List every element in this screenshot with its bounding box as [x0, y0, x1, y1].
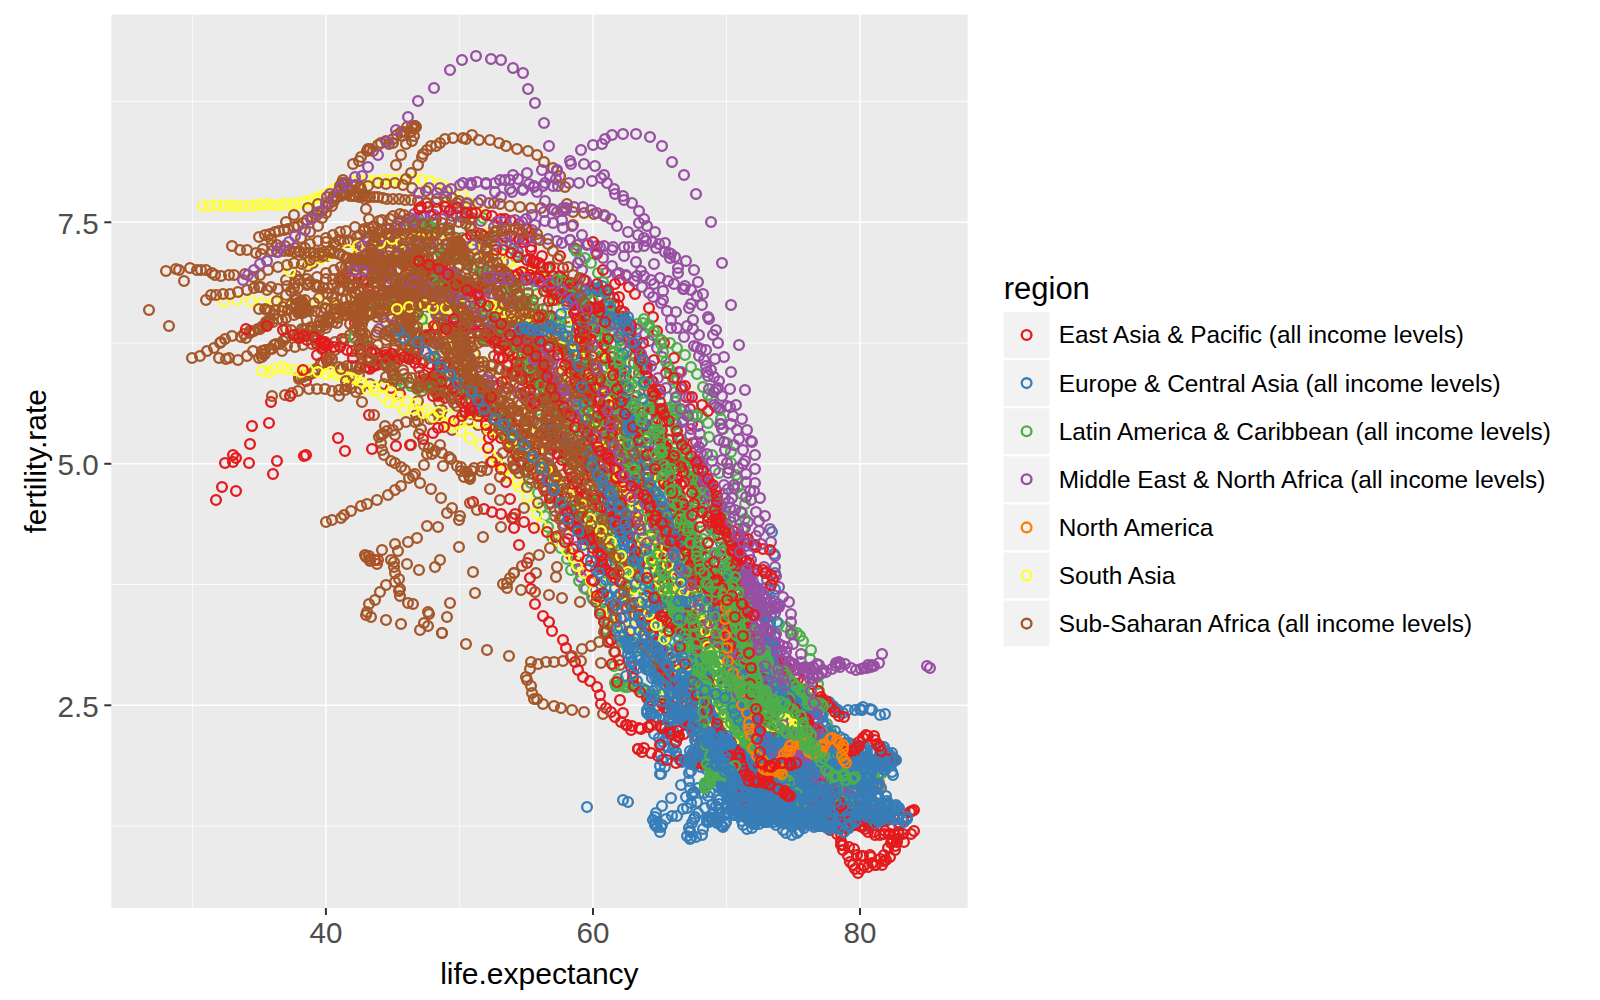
svg-text:2.5: 2.5 — [57, 690, 98, 723]
svg-text:South Asia: South Asia — [1059, 562, 1176, 589]
svg-text:Sub-Saharan Africa (all income: Sub-Saharan Africa (all income levels) — [1059, 610, 1472, 637]
svg-text:region: region — [1004, 271, 1090, 306]
svg-text:fertility.rate: fertility.rate — [19, 389, 52, 533]
svg-text:Latin America & Caribbean (all: Latin America & Caribbean (all income le… — [1059, 418, 1551, 445]
svg-text:East Asia & Pacific (all incom: East Asia & Pacific (all income levels) — [1059, 321, 1464, 348]
svg-text:60: 60 — [577, 916, 610, 949]
svg-text:life.expectancy: life.expectancy — [440, 957, 638, 990]
svg-text:Europe & Central Asia (all inc: Europe & Central Asia (all income levels… — [1059, 370, 1501, 397]
svg-text:North America: North America — [1059, 514, 1214, 541]
svg-text:7.5: 7.5 — [57, 207, 98, 240]
svg-text:5.0: 5.0 — [57, 448, 98, 481]
svg-text:80: 80 — [844, 916, 877, 949]
svg-text:40: 40 — [309, 916, 342, 949]
svg-text:Middle East & North Africa (al: Middle East & North Africa (all income l… — [1059, 466, 1546, 493]
